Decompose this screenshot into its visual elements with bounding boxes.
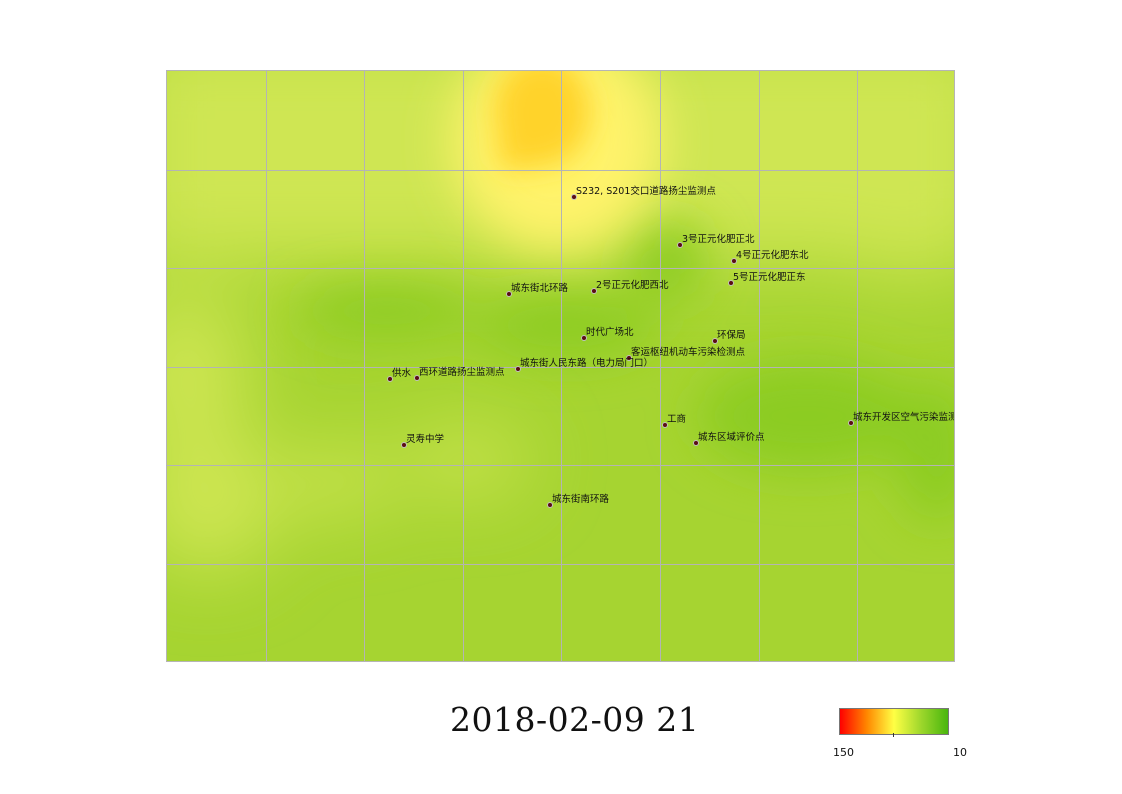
station-point-icon[interactable] [677, 242, 683, 248]
station-label: 5号正元化肥正东 [733, 272, 806, 283]
station-label: 环保局 [717, 330, 746, 341]
station-point-icon[interactable] [387, 376, 393, 382]
station-label: 供水 [392, 368, 412, 379]
station-point-icon[interactable] [848, 420, 854, 426]
station-point-icon[interactable] [728, 280, 734, 286]
station-point-icon[interactable] [581, 335, 587, 341]
station-label: 3号正元化肥正北 [682, 234, 755, 245]
station-point-icon[interactable] [662, 422, 668, 428]
station-label: 时代广场北 [586, 327, 634, 338]
station-label: 城东街北环路 [511, 283, 569, 294]
interpolation-map: S232, S201交口道路扬尘监测点 3号正元化肥正北 4号正元化肥东北 5号正元化… [166, 70, 955, 662]
station-label: 2号正元化肥西北 [596, 280, 669, 291]
station-point-icon[interactable] [712, 338, 718, 344]
station-label: 客运枢纽机动车污染检测点 [631, 347, 746, 358]
legend-gradient-bar [839, 708, 949, 735]
station-point-icon[interactable] [547, 502, 553, 508]
station-point-icon[interactable] [693, 440, 699, 446]
heatmap-surface [167, 71, 954, 661]
station-label: 工商 [667, 414, 687, 425]
station-point-icon[interactable] [401, 442, 407, 448]
legend-max-label: 150 [833, 746, 854, 759]
station-label: S232, S201交口道路扬尘监测点 [576, 186, 716, 197]
station-point-icon[interactable] [626, 355, 632, 361]
station-point-icon[interactable] [731, 258, 737, 264]
station-point-icon[interactable] [515, 366, 521, 372]
station-label: 4号正元化肥东北 [736, 250, 809, 261]
station-label: 城东区域评价点 [698, 432, 765, 443]
legend-tick [893, 733, 894, 737]
station-label: 西环道路扬尘监测点 [419, 367, 505, 378]
station-label: 城东街南环路 [552, 494, 610, 505]
station-label: 城东开发区空气污染监测点 [853, 412, 954, 423]
legend-min-label: 10 [953, 746, 967, 759]
station-label: 城东街人民东路（电力局门口） [520, 358, 654, 369]
station-point-icon[interactable] [506, 291, 512, 297]
station-point-icon[interactable] [571, 194, 577, 200]
station-point-icon[interactable] [591, 288, 597, 294]
timestamp-title: 2018-02-09 21 [450, 700, 700, 739]
station-label: 灵寿中学 [406, 434, 445, 445]
station-point-icon[interactable] [414, 375, 420, 381]
